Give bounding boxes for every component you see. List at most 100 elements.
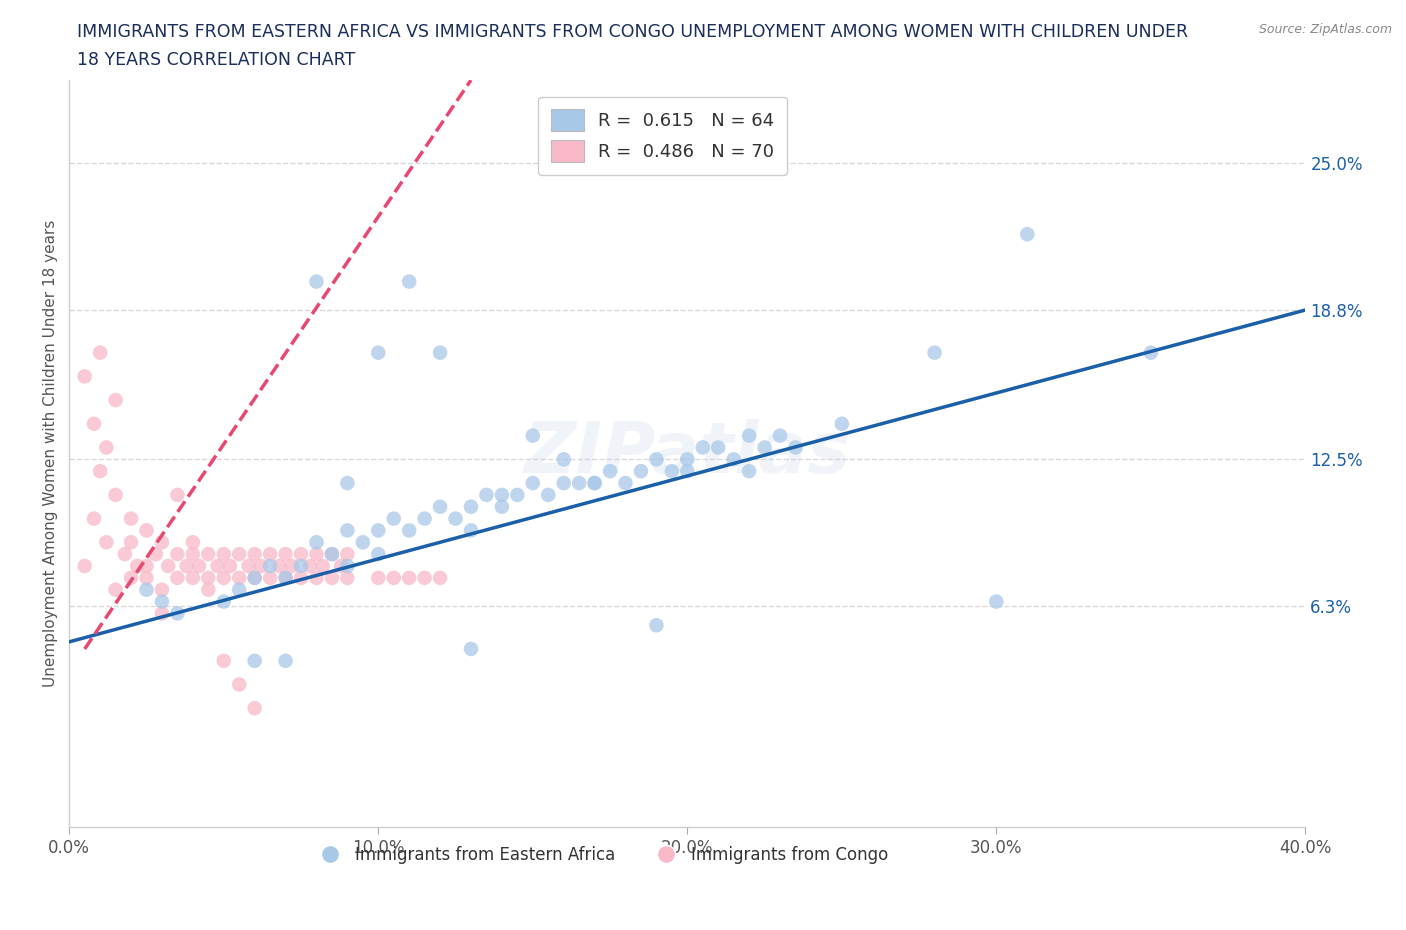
Point <box>413 570 436 585</box>
Point <box>661 464 683 479</box>
Point <box>382 512 405 526</box>
Point <box>228 677 250 692</box>
Text: Source: ZipAtlas.com: Source: ZipAtlas.com <box>1258 23 1392 36</box>
Point <box>73 559 96 574</box>
Text: ZIPatlas: ZIPatlas <box>523 418 851 488</box>
Point <box>135 523 157 538</box>
Point <box>228 547 250 562</box>
Point <box>259 570 281 585</box>
Point <box>676 464 699 479</box>
Point <box>754 440 776 455</box>
Text: 18 YEARS CORRELATION CHART: 18 YEARS CORRELATION CHART <box>77 51 356 69</box>
Point <box>83 417 105 432</box>
Point <box>321 547 343 562</box>
Point <box>150 535 173 550</box>
Point <box>83 512 105 526</box>
Point <box>398 570 420 585</box>
Point <box>475 487 498 502</box>
Point <box>274 654 297 669</box>
Point <box>330 559 353 574</box>
Point <box>166 487 188 502</box>
Point <box>120 512 142 526</box>
Point <box>367 523 389 538</box>
Point <box>460 642 482 657</box>
Point <box>630 464 652 479</box>
Point <box>583 475 606 490</box>
Point <box>599 464 621 479</box>
Point <box>614 475 637 490</box>
Point <box>723 452 745 467</box>
Point <box>321 547 343 562</box>
Point <box>188 559 211 574</box>
Point <box>831 417 853 432</box>
Point <box>274 547 297 562</box>
Point <box>274 570 297 585</box>
Point <box>506 487 529 502</box>
Point <box>336 559 359 574</box>
Point <box>522 475 544 490</box>
Point <box>197 570 219 585</box>
Point <box>166 606 188 621</box>
Point <box>290 547 312 562</box>
Point <box>367 345 389 360</box>
Point <box>707 440 730 455</box>
Point <box>645 618 668 632</box>
Point <box>145 547 167 562</box>
Point <box>429 499 451 514</box>
Point <box>176 559 198 574</box>
Point <box>166 570 188 585</box>
Point <box>305 570 328 585</box>
Point <box>243 570 266 585</box>
Point <box>537 487 560 502</box>
Point <box>429 570 451 585</box>
Point <box>305 274 328 289</box>
Point <box>150 606 173 621</box>
Point <box>583 475 606 490</box>
Point <box>280 559 302 574</box>
Point <box>114 547 136 562</box>
Point <box>269 559 291 574</box>
Point <box>89 345 111 360</box>
Point <box>181 547 204 562</box>
Point <box>460 499 482 514</box>
Point <box>429 345 451 360</box>
Point <box>645 452 668 467</box>
Point <box>104 392 127 407</box>
Point <box>290 559 312 574</box>
Point <box>444 512 467 526</box>
Point <box>676 452 699 467</box>
Point <box>336 523 359 538</box>
Point <box>96 535 118 550</box>
Point <box>986 594 1008 609</box>
Point <box>243 547 266 562</box>
Point <box>1017 227 1039 242</box>
Point <box>197 547 219 562</box>
Y-axis label: Unemployment Among Women with Children Under 18 years: Unemployment Among Women with Children U… <box>44 219 58 687</box>
Point <box>197 582 219 597</box>
Point <box>135 582 157 597</box>
Point <box>305 547 328 562</box>
Point <box>413 512 436 526</box>
Point <box>228 570 250 585</box>
Point <box>243 570 266 585</box>
Point <box>398 274 420 289</box>
Point <box>311 559 333 574</box>
Point <box>150 582 173 597</box>
Point <box>382 570 405 585</box>
Point <box>259 559 281 574</box>
Point <box>73 369 96 384</box>
Point <box>120 535 142 550</box>
Point <box>150 594 173 609</box>
Point <box>299 559 322 574</box>
Point <box>238 559 260 574</box>
Point <box>135 559 157 574</box>
Point <box>336 475 359 490</box>
Point <box>367 547 389 562</box>
Point <box>738 428 761 443</box>
Point <box>212 654 235 669</box>
Point <box>207 559 229 574</box>
Text: IMMIGRANTS FROM EASTERN AFRICA VS IMMIGRANTS FROM CONGO UNEMPLOYMENT AMONG WOMEN: IMMIGRANTS FROM EASTERN AFRICA VS IMMIGR… <box>77 23 1188 41</box>
Point <box>243 701 266 716</box>
Point <box>738 464 761 479</box>
Point <box>321 570 343 585</box>
